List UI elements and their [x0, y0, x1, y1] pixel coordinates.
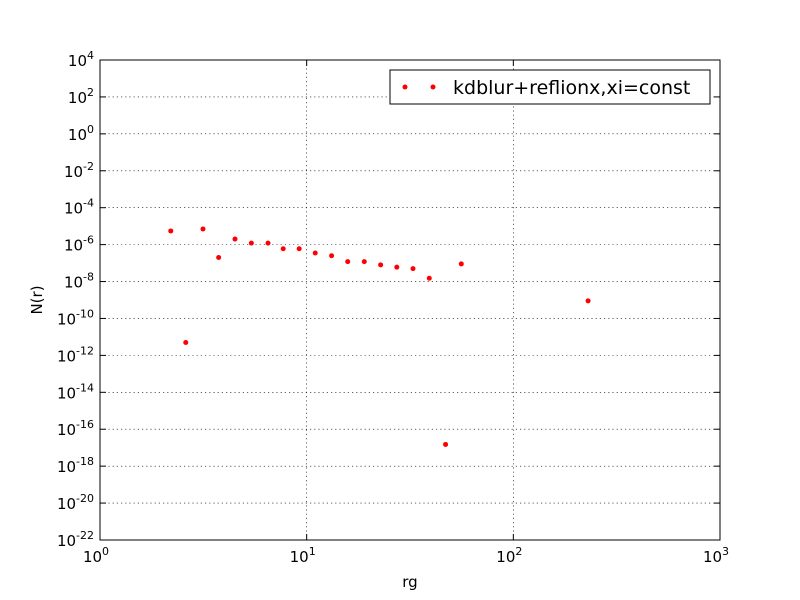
- plot-area-frame: [99, 59, 721, 541]
- y-tick-label: 10-2: [64, 160, 94, 181]
- data-points: [168, 226, 591, 447]
- data-point: [585, 298, 591, 304]
- y-tick-label: 102: [68, 86, 94, 107]
- y-tick-label: 10-18: [57, 455, 94, 476]
- x-tick-label: 103: [703, 545, 729, 566]
- legend: kdblur+reflionx,xi=const: [389, 69, 711, 105]
- y-tick-label: 100: [68, 123, 94, 144]
- data-point: [265, 240, 271, 246]
- legend-label: kdblur+reflionx,xi=const: [453, 77, 690, 99]
- data-point: [394, 264, 400, 270]
- data-point: [458, 261, 464, 267]
- y-tick-label: 10-8: [64, 271, 94, 292]
- y-tick-label: 10-22: [57, 529, 94, 550]
- legend-marker-2: [430, 84, 436, 90]
- y-axis-label: N(r): [28, 285, 46, 314]
- y-tick-label: 104: [68, 49, 94, 70]
- tick-labels: 100 101 102 103 104 102 100 10-2 10-4 10-6 10-8 10-…: [57, 49, 729, 566]
- data-point: [248, 240, 254, 246]
- data-point: [168, 228, 174, 234]
- data-point: [329, 253, 335, 259]
- data-point: [410, 266, 416, 272]
- legend-box: [389, 69, 711, 105]
- data-point: [183, 339, 189, 345]
- y-tick-label: 10-20: [57, 492, 94, 513]
- y-tick-label: 10-12: [57, 344, 94, 365]
- data-point: [378, 262, 384, 268]
- y-tick-label: 10-4: [64, 197, 94, 218]
- data-point: [232, 236, 238, 242]
- x-tick-label: 102: [496, 545, 522, 566]
- legend-marker-1: [402, 84, 408, 90]
- x-tick-label: 100: [83, 545, 109, 566]
- y-tick-label: 10-6: [64, 234, 94, 255]
- data-point: [443, 441, 449, 447]
- data-point: [426, 275, 432, 281]
- data-point: [296, 246, 302, 252]
- data-point: [200, 226, 206, 232]
- y-tick-label: 10-14: [57, 381, 94, 402]
- x-tick-label: 101: [290, 545, 316, 566]
- data-point: [345, 259, 351, 265]
- y-tick-label: 10-10: [57, 307, 94, 328]
- data-point: [312, 250, 318, 256]
- data-point: [216, 255, 222, 261]
- x-axis-label: rg: [402, 573, 417, 591]
- y-tick-label: 10-16: [57, 418, 94, 439]
- data-point: [361, 259, 367, 265]
- data-point: [280, 246, 286, 252]
